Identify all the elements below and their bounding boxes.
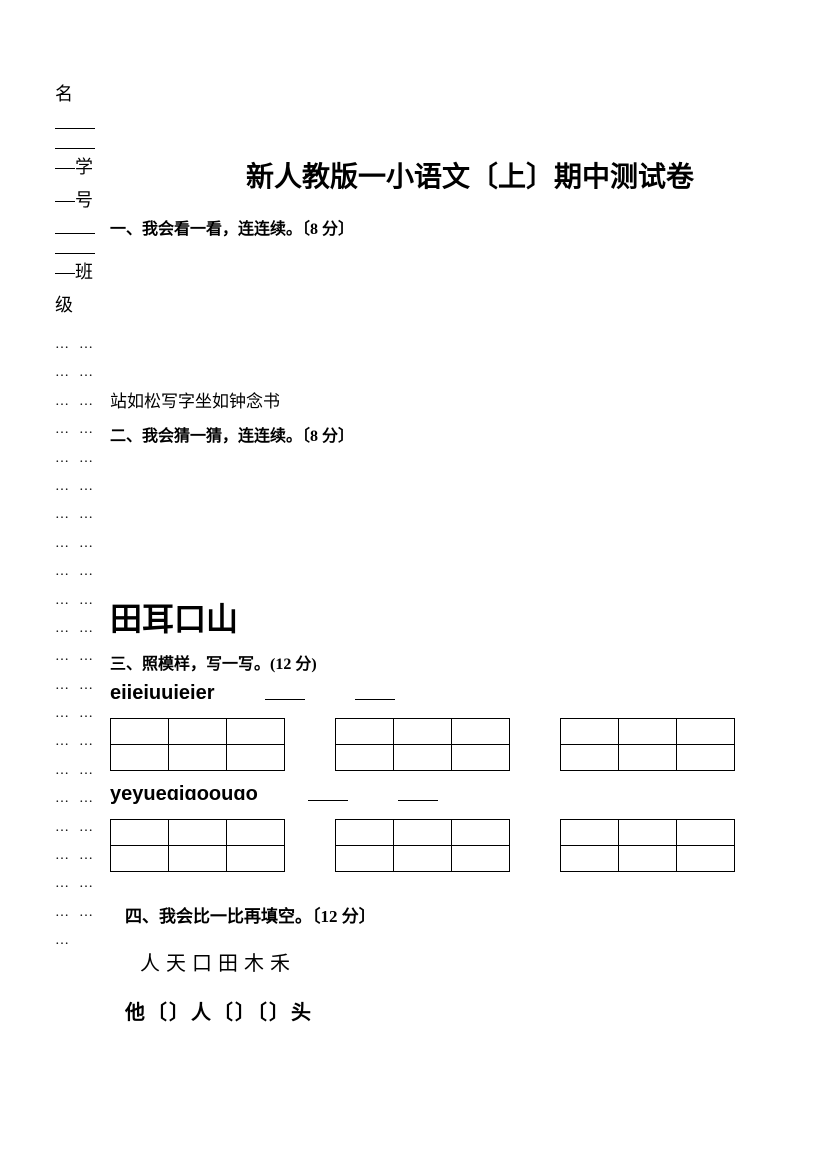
practice-grid	[560, 819, 735, 872]
dash	[355, 688, 395, 700]
grid-row-1	[110, 718, 790, 771]
grid-row-2	[110, 819, 790, 872]
dotted: … …	[55, 419, 105, 441]
dotted: … …	[55, 788, 105, 810]
pinyin-1: eiieiuuieier	[110, 682, 215, 705]
hao-label: 号	[75, 186, 93, 215]
underline	[55, 153, 75, 169]
dash	[398, 789, 438, 801]
pinyin-row-1: eiieiuuieier	[110, 682, 790, 710]
practice-grid	[335, 819, 510, 872]
dotted: … …	[55, 362, 105, 384]
main-content: 新人教版一小语文〔上〕期中测试卷 一、我会看一看，连连续。〔8 分〕 站如松写字…	[110, 155, 790, 1025]
pinyin-2: yeyueɑiɑoouɑo	[110, 783, 258, 806]
sidebar-info: 名 学 号 班 级 … … … … … … … … … … … … … … … …	[55, 80, 105, 959]
underline	[55, 113, 95, 129]
dotted: … …	[55, 334, 105, 356]
dash	[308, 789, 348, 801]
underline	[55, 218, 95, 234]
section-4-chars: 人天口田木禾	[140, 947, 790, 976]
section-4-fill: 他〔〕人〔〕〔〕头	[125, 996, 790, 1025]
dotted: … …	[55, 533, 105, 555]
section-2-space	[110, 454, 790, 584]
dotted: … …	[55, 873, 105, 895]
underline	[55, 186, 75, 202]
underline	[55, 133, 95, 149]
underline	[55, 258, 75, 274]
dotted: … …	[55, 675, 105, 697]
dotted: … …	[55, 561, 105, 583]
dotted: …	[55, 930, 105, 952]
name-label: 名	[55, 80, 105, 109]
dotted: … …	[55, 703, 105, 725]
ji-label: 级	[55, 291, 73, 320]
practice-grid	[110, 819, 285, 872]
page-title: 新人教版一小语文〔上〕期中测试卷	[150, 155, 790, 195]
dotted: … …	[55, 391, 105, 413]
practice-grid	[335, 718, 510, 771]
dotted: … …	[55, 448, 105, 470]
dotted: … …	[55, 504, 105, 526]
underline	[55, 238, 95, 254]
section-1-space	[110, 247, 790, 377]
dotted: … …	[55, 760, 105, 782]
dash	[265, 688, 305, 700]
dotted: … …	[55, 731, 105, 753]
section-2-content: 田耳口山	[110, 594, 790, 640]
practice-grid	[560, 718, 735, 771]
dotted: … …	[55, 817, 105, 839]
xue-label: 学	[75, 153, 93, 182]
section-2-header: 二、我会猜一猜，连连续。〔8 分〕	[110, 422, 790, 446]
section-1-content: 站如松写字坐如钟念书	[110, 387, 790, 412]
dotted: … …	[55, 618, 105, 640]
dotted: … …	[55, 845, 105, 867]
dotted: … …	[55, 646, 105, 668]
dotted: … …	[55, 590, 105, 612]
section-3-header: 三、照模样，写一写。(12 分)	[110, 650, 790, 674]
dotted: … …	[55, 902, 105, 924]
section-1-header: 一、我会看一看，连连续。〔8 分〕	[110, 215, 790, 239]
section-4-header: 四、我会比一比再填空。〔12 分〕	[125, 902, 790, 927]
ban-label: 班	[75, 258, 93, 287]
pinyin-row-2: yeyueɑiɑoouɑo	[110, 783, 790, 811]
dotted: … …	[55, 476, 105, 498]
practice-grid	[110, 718, 285, 771]
